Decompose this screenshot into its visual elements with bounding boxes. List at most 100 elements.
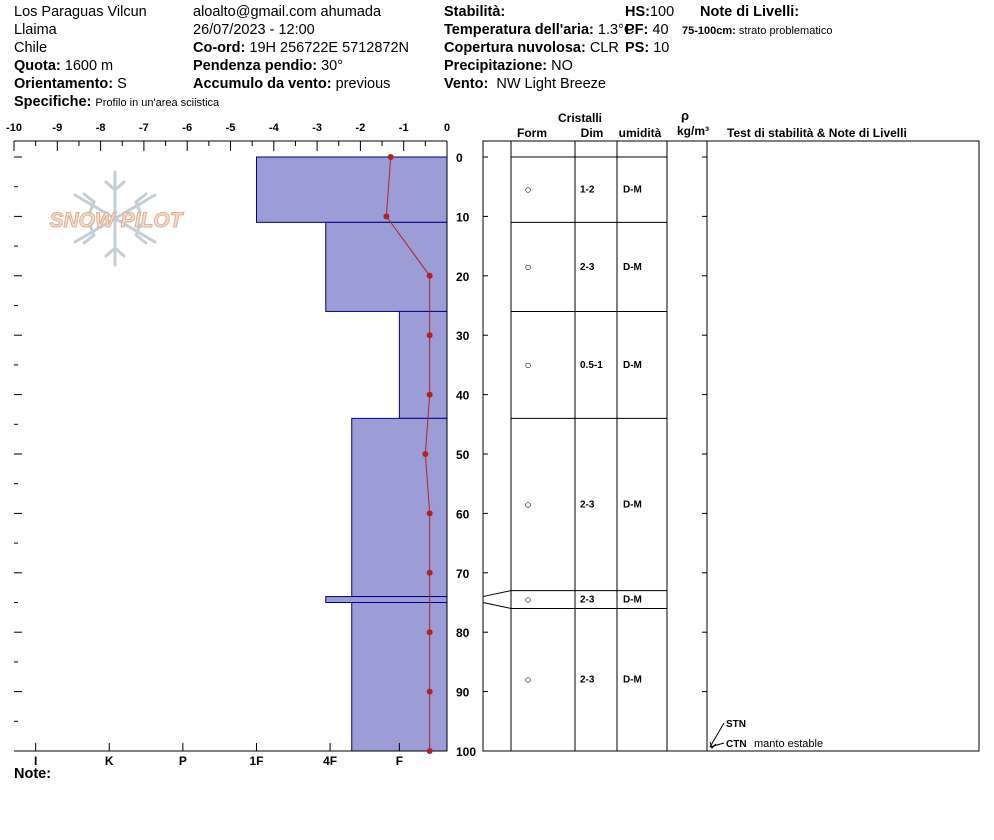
layer-notes-title: Note di Livelli: bbox=[700, 4, 800, 20]
air-temperature: Temperatura dell'aria: 1.3°C bbox=[444, 22, 634, 39]
depth-tick-label: 40 bbox=[456, 389, 470, 403]
coord-label: Co-ord: bbox=[193, 40, 246, 56]
temperature-point bbox=[383, 213, 390, 220]
specifics-label: Specifiche: bbox=[14, 94, 92, 110]
temperature-point bbox=[387, 154, 394, 160]
aspect-label: Orientamento: bbox=[14, 76, 114, 92]
hardness-layer-0 bbox=[255, 156, 448, 223]
hs-value: 100 bbox=[649, 4, 675, 20]
density-unit: kg/m³ bbox=[677, 124, 709, 138]
layer-note-text: strato problematico bbox=[738, 25, 833, 37]
region-name: Llaima bbox=[14, 22, 57, 38]
snow-height: HS:100 bbox=[625, 4, 674, 21]
coord-value: 19H 256722E 5712872N bbox=[249, 40, 410, 56]
hs-label: HS: bbox=[625, 4, 650, 20]
hardness-label: P bbox=[179, 754, 187, 768]
hardness-layer-2 bbox=[398, 310, 448, 419]
crystal-moisture: D-M bbox=[623, 185, 642, 196]
crystals-header: Cristalli bbox=[558, 111, 602, 125]
moisture-header: umidità bbox=[619, 126, 662, 140]
slope-label: Pendenza pendio: bbox=[193, 58, 318, 74]
stability-arrowhead bbox=[709, 741, 717, 749]
crystal-form: ○ bbox=[524, 497, 531, 511]
sky-cover: Copertura nuvolosa: CLR bbox=[444, 40, 619, 57]
observation-datetime: 26/07/2023 - 12:00 bbox=[193, 22, 315, 38]
sky-label: Copertura nuvolosa: bbox=[444, 40, 586, 56]
depth-tick-label: 30 bbox=[456, 329, 470, 343]
penetration-ski: PS: 10 bbox=[625, 40, 669, 57]
hardness-layer-3 bbox=[351, 417, 448, 598]
crystal-dim: 2-3 bbox=[580, 595, 595, 606]
temp-tick-label: -9 bbox=[52, 122, 62, 134]
aspect: Orientamento: S bbox=[14, 76, 127, 93]
pf-value: 40 bbox=[652, 22, 669, 38]
crystal-moisture: D-M bbox=[623, 595, 642, 606]
depth-tick-label: 0 bbox=[456, 151, 463, 165]
elevation-label: Quota: bbox=[14, 58, 61, 74]
crystal-dim: 0.5-1 bbox=[580, 360, 603, 371]
air-temp-value: 1.3°C bbox=[597, 22, 635, 38]
temperature-point bbox=[426, 688, 433, 695]
wind-label: Vento: bbox=[444, 76, 489, 92]
penetration-foot: PF: 40 bbox=[625, 22, 669, 39]
crystal-dim: 1-2 bbox=[580, 185, 595, 196]
wind: Vento: NW Light Breeze bbox=[444, 76, 606, 93]
layer-connector bbox=[482, 602, 512, 609]
wind-loading-label: Accumulo da vento: bbox=[193, 76, 332, 92]
hardness-label: 1F bbox=[249, 754, 263, 768]
hardness-layer-4 bbox=[325, 596, 448, 603]
notes-label: Note: bbox=[14, 766, 52, 782]
density-symbol: ρ bbox=[681, 108, 689, 123]
crystal-moisture: D-M bbox=[623, 360, 642, 371]
temp-tick-label: -4 bbox=[269, 122, 280, 134]
snowflake-icon bbox=[73, 170, 157, 267]
temp-tick-label: -3 bbox=[312, 122, 322, 134]
crystal-dim: 2-3 bbox=[580, 499, 595, 510]
depth-tick-label: 90 bbox=[456, 686, 470, 700]
temp-tick-label: -2 bbox=[356, 122, 366, 134]
precip-value: NO bbox=[551, 58, 573, 74]
crystal-dim: 2-3 bbox=[580, 262, 595, 273]
layers-table-frame bbox=[482, 140, 980, 752]
depth-tick-label: 80 bbox=[456, 626, 470, 640]
crystal-dim: 2-3 bbox=[580, 675, 595, 686]
pf-label: PF: bbox=[625, 22, 649, 38]
depth-tick-label: 100 bbox=[456, 745, 476, 759]
hardness-layer-1 bbox=[325, 221, 448, 312]
form-header: Form bbox=[517, 126, 547, 140]
crystal-form: ○ bbox=[524, 260, 531, 274]
logo-text: SNOW PILOT bbox=[50, 209, 185, 232]
stability-test-code: CTN bbox=[726, 739, 747, 750]
hardness-label: 4F bbox=[323, 754, 337, 768]
temp-tick-label: -10 bbox=[6, 122, 22, 134]
stability-test-note: manto estable bbox=[754, 738, 823, 750]
temp-tick-label: -8 bbox=[96, 122, 106, 134]
temp-tick-label: -7 bbox=[139, 122, 149, 134]
ps-label: PS: bbox=[625, 40, 650, 56]
slope-value: 30° bbox=[321, 58, 344, 74]
wind-value: NW Light Breeze bbox=[496, 76, 606, 92]
crystal-moisture: D-M bbox=[623, 262, 642, 273]
hardness-label: F bbox=[396, 754, 403, 768]
aspect-value: S bbox=[117, 76, 127, 92]
temp-tick-label: -6 bbox=[182, 122, 192, 134]
precipitation: Precipitazione: NO bbox=[444, 58, 573, 75]
temperature-point bbox=[426, 391, 433, 398]
temperature-point bbox=[426, 272, 433, 279]
wind-loading-value: previous bbox=[335, 76, 391, 92]
observer: aloalto@gmail.com ahumada bbox=[193, 4, 382, 20]
hardness-label: I bbox=[34, 754, 37, 768]
depth-tick-label: 70 bbox=[456, 567, 470, 581]
temperature-point bbox=[426, 569, 433, 576]
temp-tick-label: -1 bbox=[399, 122, 409, 134]
dim-header: Dim bbox=[581, 126, 604, 140]
temperature-point bbox=[426, 748, 433, 754]
depth-tick-label: 50 bbox=[456, 448, 470, 462]
stability-label: Stabilità: bbox=[444, 4, 506, 20]
crystal-form: ○ bbox=[524, 673, 531, 687]
temperature-point bbox=[426, 629, 433, 636]
hardness-label: K bbox=[105, 754, 114, 768]
temperature-point bbox=[426, 332, 433, 339]
crystal-moisture: D-M bbox=[623, 499, 642, 510]
